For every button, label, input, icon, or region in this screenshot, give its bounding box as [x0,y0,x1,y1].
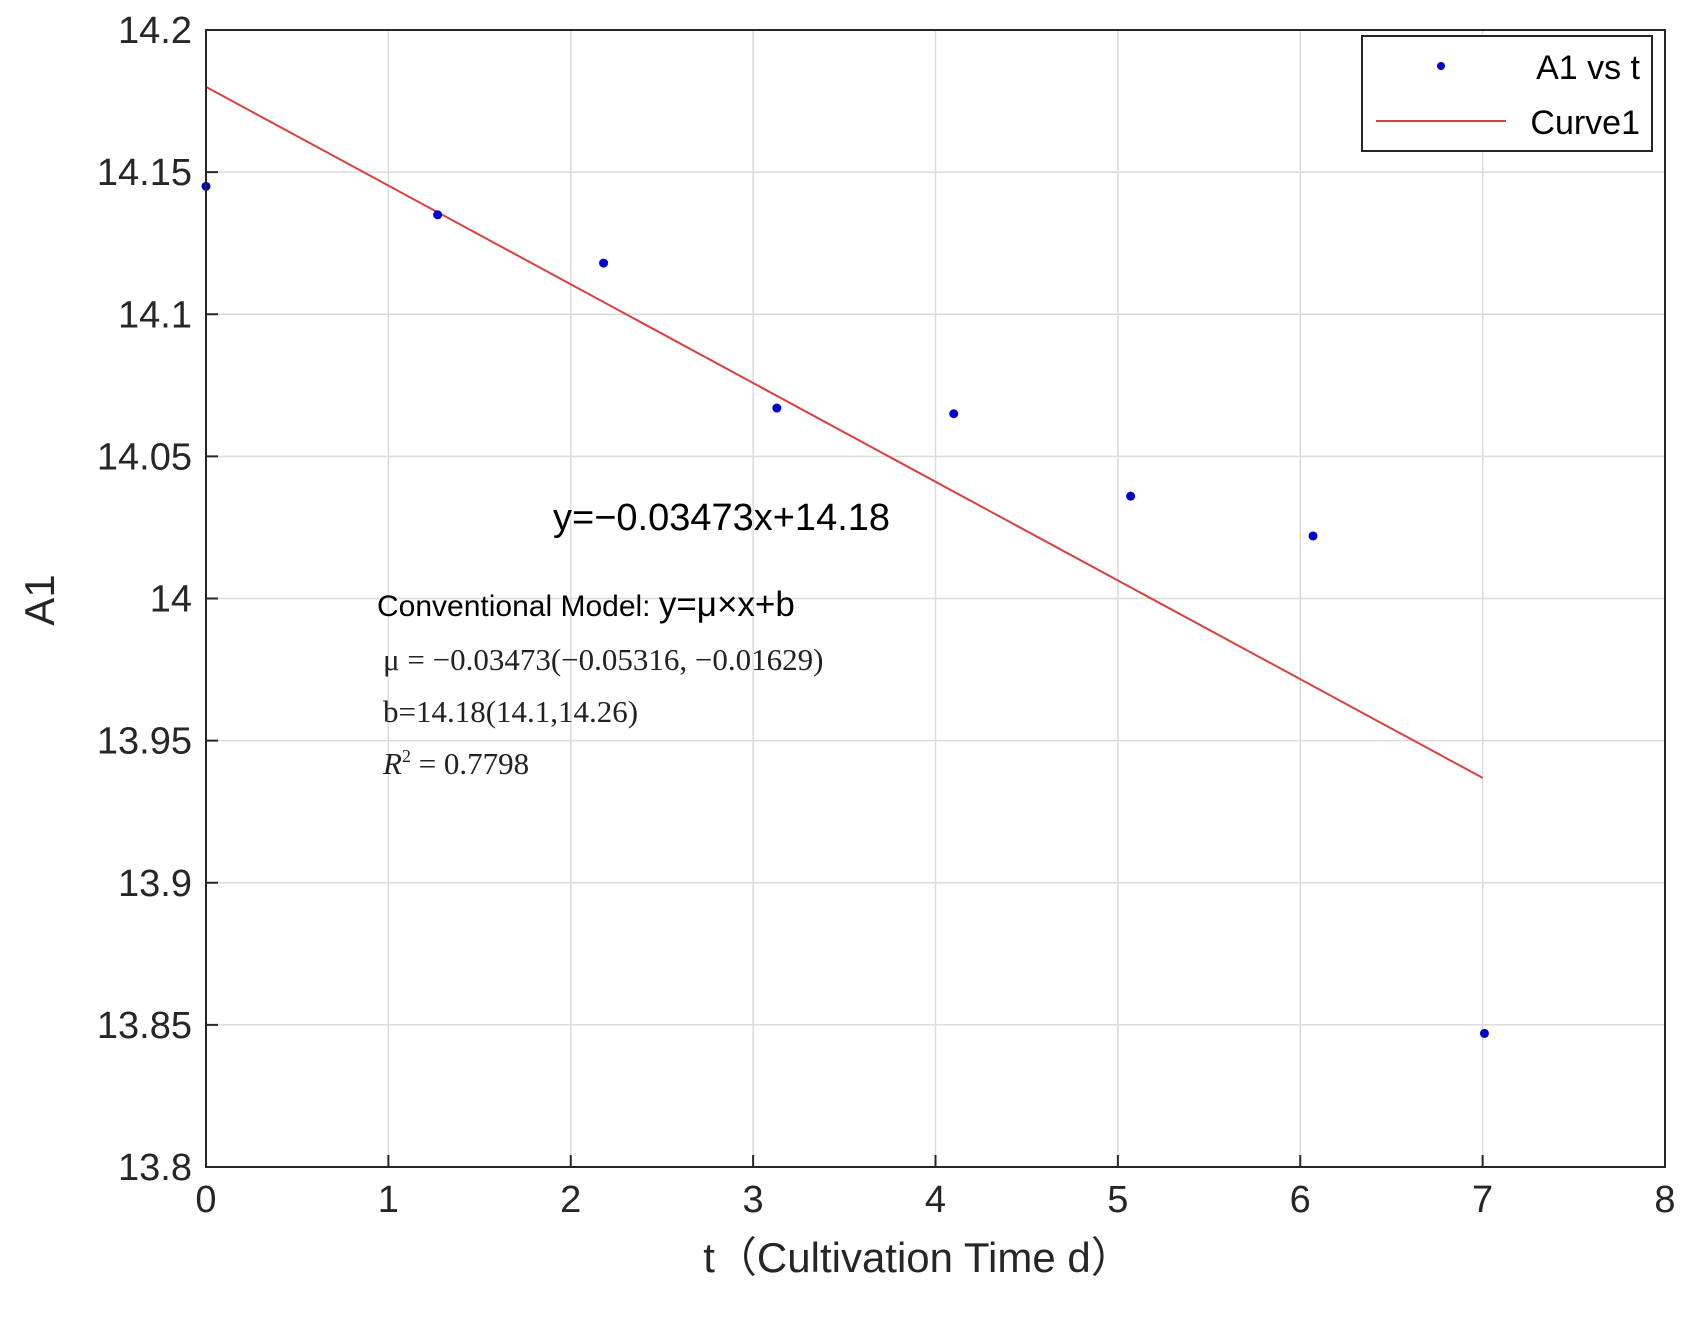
legend-marker-scatter [1437,62,1445,70]
data-point [949,409,959,419]
y-axis-ticks: 13.8 13.85 13.9 13.95 14 14.05 14.1 14.15 14.2 [97,10,218,1189]
data-point [1479,1028,1489,1038]
y-tick-label: 14.2 [118,10,192,52]
x-tick-label: 0 [195,1179,216,1221]
model-label: Conventional Model: y=μ×x+b [377,585,795,624]
y-tick-label: 14 [150,579,192,621]
data-point [772,403,782,413]
x-tick-label: 4 [925,1179,946,1221]
model-label-text: Conventional Model: [377,590,659,623]
legend: A1 vs t Curve1 [1361,35,1653,152]
x-tick-label: 3 [743,1179,764,1221]
y-tick-label: 13.95 [97,721,192,763]
legend-label-scatter: A1 vs t [1536,49,1640,87]
x-tick-label: 5 [1107,1179,1128,1221]
r2-symbol: R [382,746,402,781]
y-tick-label: 13.85 [97,1005,192,1047]
y-tick-label: 13.8 [118,1147,192,1189]
x-tick-label: 2 [560,1179,581,1221]
y-tick-label: 14.1 [118,294,192,336]
data-point [1308,531,1318,541]
data-point [1126,491,1136,501]
y-tick-label: 13.9 [118,863,192,905]
b-line: b=14.18(14.1,14.26) [383,694,638,729]
data-point [433,210,443,220]
legend-label-line: Curve1 [1530,104,1640,142]
model-formula: y=μ×x+b [659,585,795,624]
y-axis-label: A1 [16,574,63,625]
x-axis-ticks: 0 1 2 3 4 5 6 7 8 [195,1155,1676,1221]
y-tick-label: 14.05 [97,436,192,478]
fit-line [205,85,1484,779]
x-tick-label: 1 [378,1179,399,1221]
fit-line-layer [205,85,1484,779]
r2-exponent: 2 [402,746,411,766]
y-tick-label: 14.15 [97,152,192,194]
fit-equation: y=−0.03473x+14.18 [553,497,890,539]
x-tick-label: 6 [1290,1179,1311,1221]
annotation-block: y=−0.03473x+14.18 Conventional Model: y=… [377,497,890,781]
x-tick-label: 7 [1472,1179,1493,1221]
mu-line: μ = −0.03473(−0.05316, −0.01629) [383,642,823,677]
data-points [201,181,1489,1038]
legend-box [1361,35,1653,152]
plot-frame [205,29,1666,1168]
data-point [599,258,609,268]
x-axis-label: t（Cultivation Time d） [703,1234,1132,1281]
x-tick-label: 8 [1654,1179,1675,1221]
r2-line: R2 = 0.7798 [382,746,529,781]
r2-value: = 0.7798 [411,746,529,781]
